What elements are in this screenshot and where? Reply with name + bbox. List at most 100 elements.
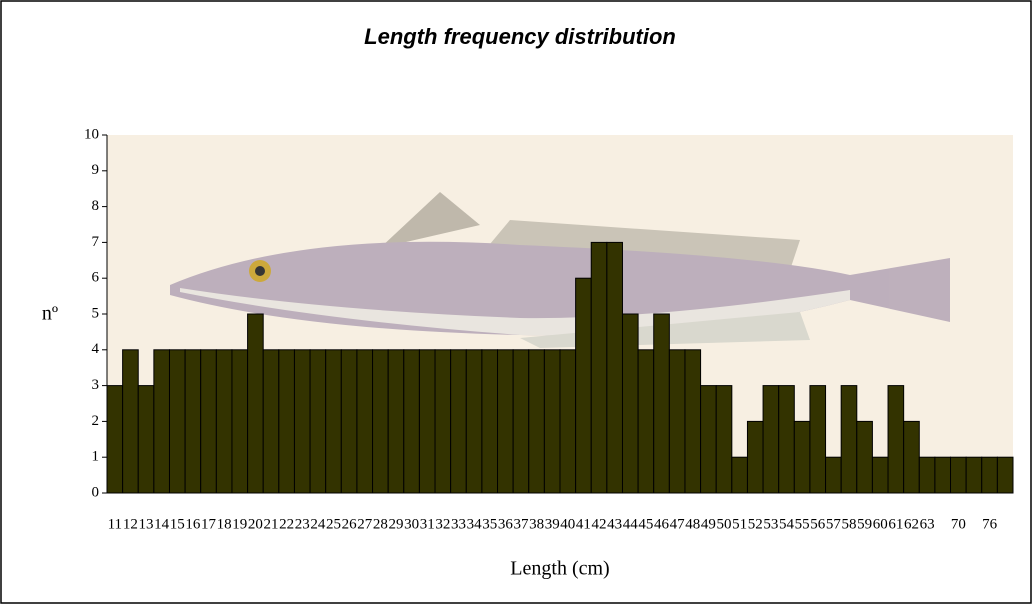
x-tick-label: 44: [623, 516, 639, 532]
x-tick-label: 50: [717, 516, 732, 532]
bar: [856, 420, 873, 494]
x-tick-label: 45: [638, 516, 653, 532]
bar: [450, 349, 467, 494]
x-tick-label: 76: [982, 516, 998, 532]
x-tick-label: 37: [513, 516, 529, 532]
bar: [778, 385, 795, 494]
bar: [372, 349, 389, 494]
x-tick-label: 13: [139, 516, 154, 532]
bar: [122, 349, 139, 494]
bar: [278, 349, 295, 494]
bar: [918, 456, 936, 494]
bar: [559, 349, 577, 494]
bar: [762, 385, 780, 494]
bar: [153, 349, 170, 494]
bar: [825, 456, 842, 494]
x-tick-label: 24: [310, 516, 326, 532]
bar: [840, 385, 858, 494]
x-tick-label: 35: [482, 516, 497, 532]
bar: [106, 385, 124, 494]
x-tick-label: 16: [185, 516, 201, 532]
x-tick-label: 29: [388, 516, 403, 532]
x-tick-label: 36: [498, 516, 514, 532]
x-tick-label: 23: [295, 516, 310, 532]
x-tick-label: 28: [373, 516, 388, 532]
bar: [512, 349, 530, 494]
x-tick-label: 57: [826, 516, 842, 532]
x-tick-label: 58: [841, 516, 856, 532]
x-tick-label: 55: [795, 516, 810, 532]
bar: [590, 241, 608, 494]
bar: [871, 456, 889, 494]
bar: [497, 349, 514, 494]
x-tick-label: 20: [248, 516, 263, 532]
x-tick-label: 12: [123, 516, 138, 532]
bar: [543, 349, 561, 494]
x-tick-label: 46: [654, 516, 670, 532]
y-tick-label: 8: [92, 198, 100, 214]
bar: [200, 349, 217, 494]
bar: [934, 456, 952, 494]
bar: [168, 349, 186, 494]
x-tick-label: 54: [779, 516, 795, 532]
bar: [981, 456, 998, 494]
y-tick-label: 2: [92, 413, 100, 429]
x-tick-label: 38: [529, 516, 544, 532]
bar: [903, 420, 920, 494]
x-tick-label: 51: [732, 516, 747, 532]
x-tick-label: 48: [685, 516, 700, 532]
x-tick-label: 31: [420, 516, 435, 532]
bar: [606, 241, 623, 494]
bar: [418, 349, 436, 494]
bar: [356, 349, 374, 494]
x-tick-label: 39: [545, 516, 560, 532]
x-tick-label: 47: [670, 516, 686, 532]
bar: [481, 349, 499, 494]
x-tick-label: 53: [763, 516, 778, 532]
x-tick-label: 63: [920, 516, 935, 532]
y-tick-label: 0: [92, 484, 100, 500]
y-tick-label: 9: [92, 162, 100, 178]
y-tick-label: 4: [92, 341, 100, 357]
x-tick-label: 30: [404, 516, 419, 532]
bar: [387, 349, 405, 494]
x-tick-label: 14: [154, 516, 170, 532]
x-tick-label: 70: [951, 516, 966, 532]
x-tick-label: 34: [467, 516, 483, 532]
bar: [262, 349, 280, 494]
bar: [184, 349, 202, 494]
bar: [231, 349, 249, 494]
x-tick-label: 40: [560, 516, 575, 532]
bar: [340, 349, 358, 494]
x-tick-label: 62: [904, 516, 919, 532]
x-tick-label: 56: [810, 516, 826, 532]
x-tick-label: 11: [108, 516, 122, 532]
x-tick-label: 19: [232, 516, 247, 532]
x-tick-label: 49: [701, 516, 716, 532]
x-tick-label: 41: [576, 516, 591, 532]
bar: [684, 349, 702, 494]
x-tick-label: 43: [607, 516, 622, 532]
x-tick-label: 60: [873, 516, 888, 532]
bar: [950, 456, 967, 494]
x-tick-label: 32: [435, 516, 450, 532]
x-tick-label: 26: [342, 516, 358, 532]
bar: [309, 349, 327, 494]
x-tick-label: 59: [857, 516, 872, 532]
y-tick-label: 1: [92, 449, 100, 465]
bar: [403, 349, 420, 494]
bar: [465, 349, 483, 494]
x-tick-label: 21: [264, 516, 279, 532]
y-tick-label: 3: [92, 377, 100, 393]
fish-illustration: [170, 192, 950, 348]
bar: [700, 385, 717, 494]
bar: [325, 349, 342, 494]
bar: [793, 420, 811, 494]
x-tick-label: 33: [451, 516, 466, 532]
bar: [293, 349, 311, 494]
x-tick-label: 25: [326, 516, 341, 532]
x-tick-label: 61: [888, 516, 903, 532]
x-tick-label: 17: [201, 516, 217, 532]
bar: [637, 349, 655, 494]
